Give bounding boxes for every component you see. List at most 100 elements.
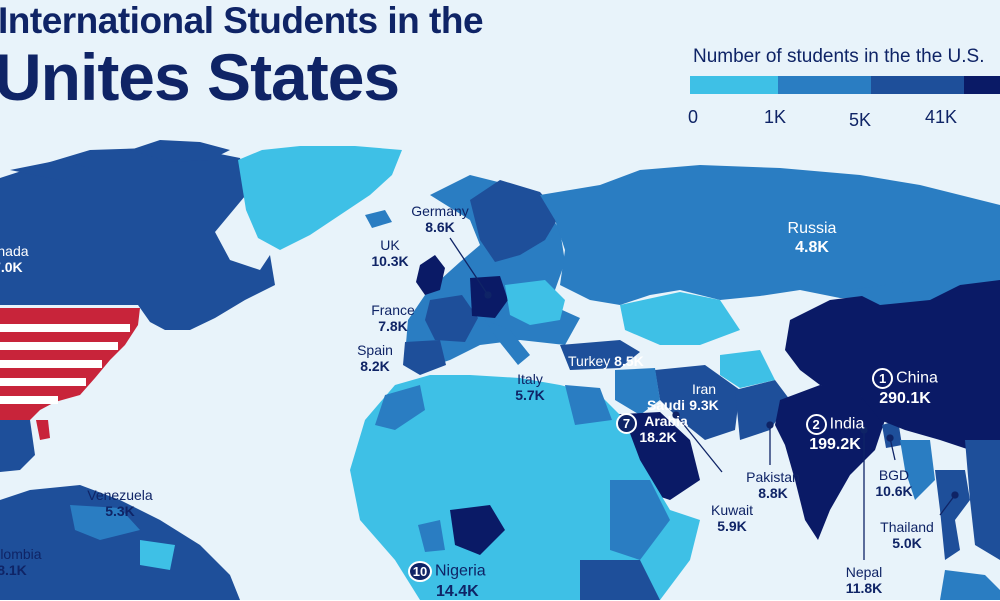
label-uk-value: 10.3K xyxy=(371,253,409,269)
thailand-shape xyxy=(935,470,970,560)
label-germany-name: Germany xyxy=(411,203,469,219)
rank-badge-china: 1 xyxy=(872,368,894,389)
myanmar-shape xyxy=(900,440,935,500)
france-shape xyxy=(425,295,478,342)
label-kuwait-name: Kuwait xyxy=(710,502,754,518)
greenland-shape xyxy=(238,146,402,250)
label-kuwait-value: 5.9K xyxy=(717,518,747,534)
label-colombia-name: Colombia xyxy=(0,546,42,562)
legend-tick-3: 41K xyxy=(925,107,958,127)
italy-shape xyxy=(485,320,530,365)
legend-tick-2: 5K xyxy=(849,110,872,130)
mongolia-shape xyxy=(850,280,960,305)
vietnam-shape xyxy=(965,440,1000,560)
label-germany: Germany 8.6K xyxy=(400,203,480,235)
label-nepal-name: Nepal xyxy=(845,564,883,580)
label-china-name: China xyxy=(896,369,938,387)
guyana-shape xyxy=(140,540,175,570)
china-shape xyxy=(785,280,1000,450)
iraq-syria-shape xyxy=(615,368,660,415)
legend-swatch-mid-high xyxy=(871,76,964,94)
label-saudi: 7 Saudi Arabia 18.2K xyxy=(616,397,688,445)
legend-color-bar xyxy=(690,76,1000,94)
pakistan-shape xyxy=(735,380,790,440)
label-thailand-value: 5.0K xyxy=(892,535,922,551)
turkey-shape xyxy=(560,340,640,370)
label-saudi-name: Saudi Arabia xyxy=(644,397,688,429)
label-germany-value: 8.6K xyxy=(425,219,455,235)
title-line-2: Unites States xyxy=(0,40,400,114)
uk-shape xyxy=(416,255,445,295)
label-uk-name: UK xyxy=(380,237,400,253)
russia-shape xyxy=(540,165,1000,305)
label-italy-value: 5.7K xyxy=(515,387,545,403)
india-shape xyxy=(775,385,885,540)
south-america-shape xyxy=(0,485,240,600)
nepal-shape xyxy=(820,385,862,400)
legend-title: Number of students in the the U.S. xyxy=(693,46,985,67)
ethiopia-kenya-shape xyxy=(610,480,670,560)
label-iran: Iran 9.3K xyxy=(674,381,734,413)
mexico-shape xyxy=(0,420,35,472)
label-india-name: India xyxy=(829,415,865,433)
ghana-shape xyxy=(418,520,445,552)
label-bgd-value: 10.6K xyxy=(875,483,913,499)
scandinavia-shape xyxy=(470,180,560,262)
label-turkey: Turkey 8.5K xyxy=(568,353,644,369)
label-nepal: Nepal 11.8K xyxy=(834,564,894,596)
label-spain-name: Spain xyxy=(357,342,393,358)
label-italy-name: Italy xyxy=(517,371,543,387)
east-africa-shape xyxy=(580,560,660,600)
label-canada-name: Canada xyxy=(0,243,29,259)
legend-tick-1: 1K xyxy=(764,107,787,127)
rank-badge-india: 2 xyxy=(805,414,827,435)
afghanistan-shape xyxy=(720,350,775,388)
label-spain: Spain 8.2K xyxy=(340,342,410,374)
egypt-shape xyxy=(565,385,612,425)
label-colombia-value: 8.1K xyxy=(0,562,27,578)
legend-swatch-mid-low xyxy=(778,76,871,94)
label-nigeria-name: Nigeria xyxy=(435,562,486,580)
label-thailand: Thailand 5.0K xyxy=(872,519,942,551)
legend-swatch-low xyxy=(690,76,778,94)
legend-tick-0: 0 xyxy=(688,107,699,127)
label-china: 1 China 290.1K xyxy=(855,368,955,408)
rank-badge-saudi: 7 xyxy=(616,413,637,434)
label-iran-value: 9.3K xyxy=(689,397,719,413)
label-canada-value: 27.0K xyxy=(0,259,23,275)
morocco-shape xyxy=(375,385,425,430)
venezuela-shape xyxy=(70,505,140,540)
label-iran-name: Iran xyxy=(691,381,717,397)
label-india-value: 199.2K xyxy=(809,436,861,453)
label-italy: Italy 5.7K xyxy=(495,371,565,403)
label-france-name: France xyxy=(371,302,415,318)
label-kuwait: Kuwait 5.9K xyxy=(697,502,767,534)
label-bgd: BGD 10.6K xyxy=(864,467,924,499)
title-line-1: International Students in the xyxy=(0,0,484,41)
label-france-value: 7.8K xyxy=(378,318,408,334)
label-saudi-value: 18.2K xyxy=(639,429,677,445)
label-pakistan-name: Pakistan xyxy=(746,469,800,485)
label-russia: Russia 4.8K xyxy=(772,219,852,257)
label-colombia: Colombia 8.1K xyxy=(0,546,52,578)
label-india: 2 India 199.2K xyxy=(790,414,880,454)
label-china-value: 290.1K xyxy=(879,390,931,407)
legend-swatch-high xyxy=(964,76,1000,94)
label-spain-value: 8.2K xyxy=(360,358,390,374)
label-russia-value: 4.8K xyxy=(795,239,829,256)
label-pakistan: Pakistan 8.8K xyxy=(738,469,808,501)
label-bgd-name: BGD xyxy=(878,467,910,483)
canada-shape xyxy=(0,148,275,330)
label-russia-name: Russia xyxy=(787,220,837,237)
malaysia-shape xyxy=(940,570,1000,600)
label-nigeria: 10 Nigeria 14.4K xyxy=(408,561,518,601)
nigeria-shape xyxy=(450,505,505,555)
label-turkey-name: Turkey xyxy=(568,353,611,369)
usa-shape xyxy=(0,308,140,440)
label-turkey-value: 8.5K xyxy=(614,353,644,369)
iran-shape xyxy=(655,365,740,440)
label-thailand-name: Thailand xyxy=(880,519,934,535)
label-venezuela-name: Venezuela xyxy=(87,487,153,503)
label-pakistan-value: 8.8K xyxy=(758,485,788,501)
